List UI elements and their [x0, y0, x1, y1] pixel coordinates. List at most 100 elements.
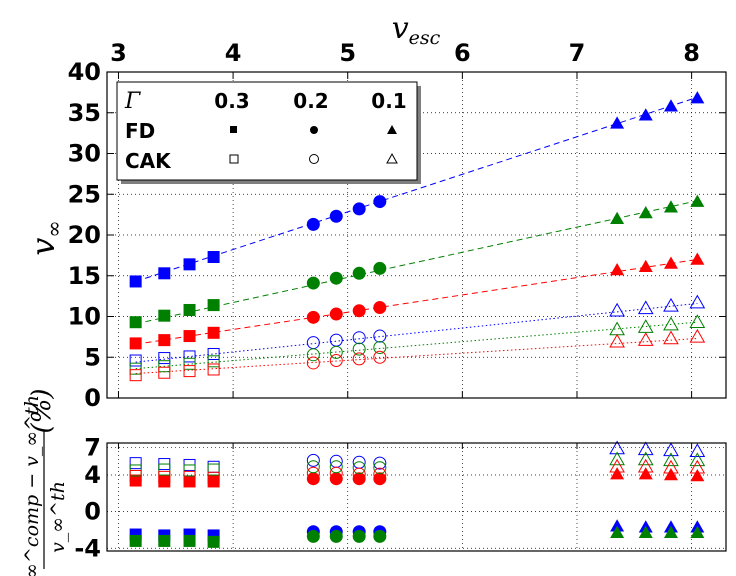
- fit-line-fd-blue: [135, 96, 698, 282]
- res-point-fd-green-g0.2-1: [329, 529, 343, 543]
- main-point-cak-red-g0.2-2: [352, 352, 366, 366]
- main-point-cak-blue-g0.1-2: [663, 297, 679, 312]
- y-axis-label-sub: ∞: [42, 220, 66, 238]
- x-tick-label-3: 3: [110, 39, 127, 67]
- res-point-fd-red-g0.2-1: [329, 472, 343, 486]
- res-point-cak-red-g0.1-2: [663, 459, 679, 474]
- main-point-fd-green-g0.1-1: [638, 205, 653, 219]
- main-point-cak-blue-g0.3-1: [158, 352, 171, 365]
- x-tick-label-4: 4: [225, 39, 242, 67]
- fit-line-fd-red: [135, 258, 698, 345]
- res-point-cak-red-g0.2-0: [306, 466, 320, 480]
- main-point-cak-blue-g0.3-3: [207, 347, 220, 360]
- main-point-cak-green-g0.3-3: [207, 355, 220, 368]
- main-point-cak-red-g0.2-1: [329, 354, 343, 368]
- res-point-fd-red-g0.2-0: [306, 472, 320, 486]
- residual-label-numerator: v_∞^comp − v_∞^th: [21, 395, 43, 576]
- main-point-fd-green-g0.2-0: [306, 276, 320, 290]
- y-tick-label-30: 30: [68, 140, 101, 168]
- main-point-fd-red-g0.2-3: [373, 301, 387, 315]
- main-point-fd-red-g0.1-0: [610, 263, 625, 276]
- legend-col-gamma-0.2: 0.2: [293, 89, 328, 113]
- res-point-cak-green-g0.2-0: [306, 460, 320, 474]
- res-point-cak-green-g0.2-3: [373, 461, 387, 475]
- res-point-fd-red-g0.1-1: [638, 467, 653, 480]
- legend-row-cak: CAK: [125, 149, 172, 173]
- main-point-fd-blue-g0.3-2: [183, 258, 196, 271]
- legend-col-gamma-0.3: 0.3: [214, 89, 249, 113]
- main-point-fd-blue-g0.3-1: [158, 267, 171, 280]
- res-point-cak-blue-g0.1-2: [663, 442, 679, 457]
- main-point-fd-red-g0.3-3: [207, 326, 220, 339]
- main-point-fd-blue-g0.2-1: [329, 209, 343, 223]
- main-point-fd-red-g0.3-2: [183, 330, 196, 343]
- main-point-cak-blue-g0.2-3: [373, 329, 387, 343]
- main-point-cak-red-g0.2-0: [306, 356, 320, 370]
- main-point-cak-green-g0.2-2: [352, 342, 366, 356]
- res-point-fd-green-g0.1-0: [610, 525, 625, 538]
- res-point-cak-red-g0.2-1: [329, 466, 343, 480]
- res-point-cak-green-g0.2-1: [329, 460, 343, 474]
- res-point-fd-red-g0.1-2: [663, 468, 678, 481]
- res-point-cak-blue-g0.1-0: [609, 440, 625, 455]
- main-point-fd-blue-g0.1-3: [690, 91, 705, 104]
- res-point-fd-green-g0.3-1: [158, 534, 171, 547]
- main-point-cak-red-g0.1-2: [663, 330, 679, 345]
- main-point-cak-blue-g0.1-0: [609, 302, 625, 317]
- res-y-tick-label--4: -4: [74, 534, 101, 562]
- main-point-cak-red-g0.3-3: [207, 363, 220, 376]
- x-tick-label-8: 8: [683, 39, 700, 67]
- main-point-fd-green-g0.2-1: [329, 271, 343, 285]
- legend-fd-circle-marker: [310, 126, 318, 134]
- x-axis-label-main: v: [392, 11, 409, 46]
- main-point-fd-blue-g0.1-2: [663, 99, 678, 112]
- res-point-fd-green-g0.1-2: [663, 525, 678, 538]
- res-point-fd-red-g0.3-0: [129, 474, 142, 487]
- main-point-fd-green-g0.1-0: [610, 211, 625, 224]
- main-point-fd-blue-g0.1-1: [638, 108, 653, 121]
- x-tick-label-6: 6: [454, 39, 471, 67]
- main-point-cak-blue-g0.1-1: [637, 300, 654, 315]
- main-point-fd-red-g0.2-0: [306, 310, 320, 324]
- main-point-cak-red-g0.3-0: [129, 369, 142, 382]
- legend-gamma-header: Γ: [124, 89, 141, 114]
- main-point-fd-red-g0.2-2: [352, 304, 366, 318]
- res-point-fd-red-g0.2-2: [352, 472, 366, 486]
- main-point-cak-green-g0.3-2: [183, 357, 196, 370]
- main-point-cak-green-g0.1-3: [689, 314, 706, 328]
- main-point-fd-green-g0.1-3: [690, 194, 705, 207]
- res-point-fd-green-g0.2-3: [373, 529, 387, 543]
- res-point-fd-green-g0.3-2: [183, 534, 196, 547]
- res-point-cak-red-g0.3-3: [207, 471, 220, 484]
- main-point-fd-red-g0.2-1: [329, 307, 343, 321]
- main-point-cak-blue-g0.3-2: [183, 350, 196, 363]
- main-point-fd-blue-g0.2-0: [306, 217, 320, 231]
- main-point-cak-red-g0.1-1: [637, 332, 654, 346]
- main-point-cak-green-g0.2-1: [329, 345, 343, 359]
- res-y-tick-label-7: 7: [84, 434, 101, 462]
- main-point-cak-blue-g0.1-3: [689, 294, 706, 309]
- y-axis-label-main: v: [24, 238, 62, 256]
- legend-cak-square-marker: [229, 154, 239, 164]
- main-point-fd-green-g0.2-2: [352, 266, 366, 280]
- legend-fd-triangle-marker: [387, 125, 397, 134]
- res-point-cak-red-g0.1-3: [689, 459, 706, 474]
- main-point-fd-green-g0.3-0: [129, 316, 142, 329]
- main-point-fd-blue-g0.1-0: [610, 116, 625, 129]
- res-point-fd-red-g0.2-3: [373, 472, 387, 486]
- res-point-fd-green-g0.3-0: [129, 534, 142, 547]
- res-point-cak-green-g0.1-3: [689, 452, 706, 467]
- res-point-cak-blue-g0.2-0: [306, 453, 320, 467]
- residual-label-denominator: v_∞^th: [47, 481, 69, 553]
- res-point-cak-red-g0.3-1: [158, 470, 171, 483]
- main-point-fd-red-g0.1-2: [663, 256, 678, 269]
- res-point-cak-green-g0.3-1: [158, 463, 171, 476]
- res-y-tick-label-4: 4: [84, 461, 101, 489]
- res-point-fd-blue-g0.1-0: [610, 519, 625, 532]
- res-point-fd-red-g0.3-1: [158, 475, 171, 488]
- y-tick-label-15: 15: [68, 262, 101, 290]
- res-point-cak-red-g0.1-0: [609, 458, 625, 473]
- y-tick-label-40: 40: [68, 58, 101, 86]
- fit-line-fd-green: [135, 200, 698, 325]
